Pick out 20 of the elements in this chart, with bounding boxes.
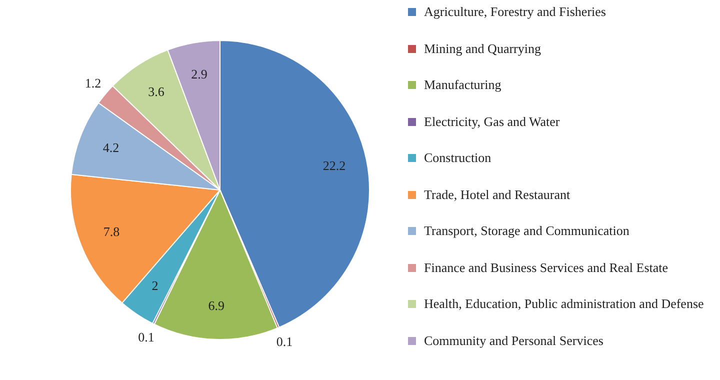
data-label: 2.9 (191, 66, 208, 82)
data-label: 2 (152, 278, 158, 294)
data-label: 0.1 (276, 334, 293, 349)
data-label: 0.1 (138, 330, 154, 345)
legend-label: Finance and Business Services and Real Estate (424, 260, 668, 276)
data-label: 22.2 (322, 158, 346, 173)
legend-label: Community and Personal Services (424, 332, 604, 348)
legend-label: Mining and Quarrying (424, 40, 541, 56)
data-label: 6.9 (208, 298, 225, 313)
legend-label: Manufacturing (424, 77, 502, 93)
data-label: 1.2 (84, 75, 102, 90)
legend-label: Transport, Storage and Communication (424, 223, 630, 239)
legend-label: Electricity, Gas and Water (424, 114, 560, 130)
data-label: 4.2 (102, 140, 120, 155)
legend-label: Health, Education, Public administration and Defense (424, 296, 704, 312)
legend-label: Construction (424, 150, 492, 166)
data-label: 3.6 (148, 84, 165, 99)
legend-label: Agriculture, Forestry and Fisheries (424, 4, 606, 20)
legend-label: Trade, Hotel and Restaurant (424, 186, 570, 202)
data-label: 7.8 (103, 224, 120, 240)
